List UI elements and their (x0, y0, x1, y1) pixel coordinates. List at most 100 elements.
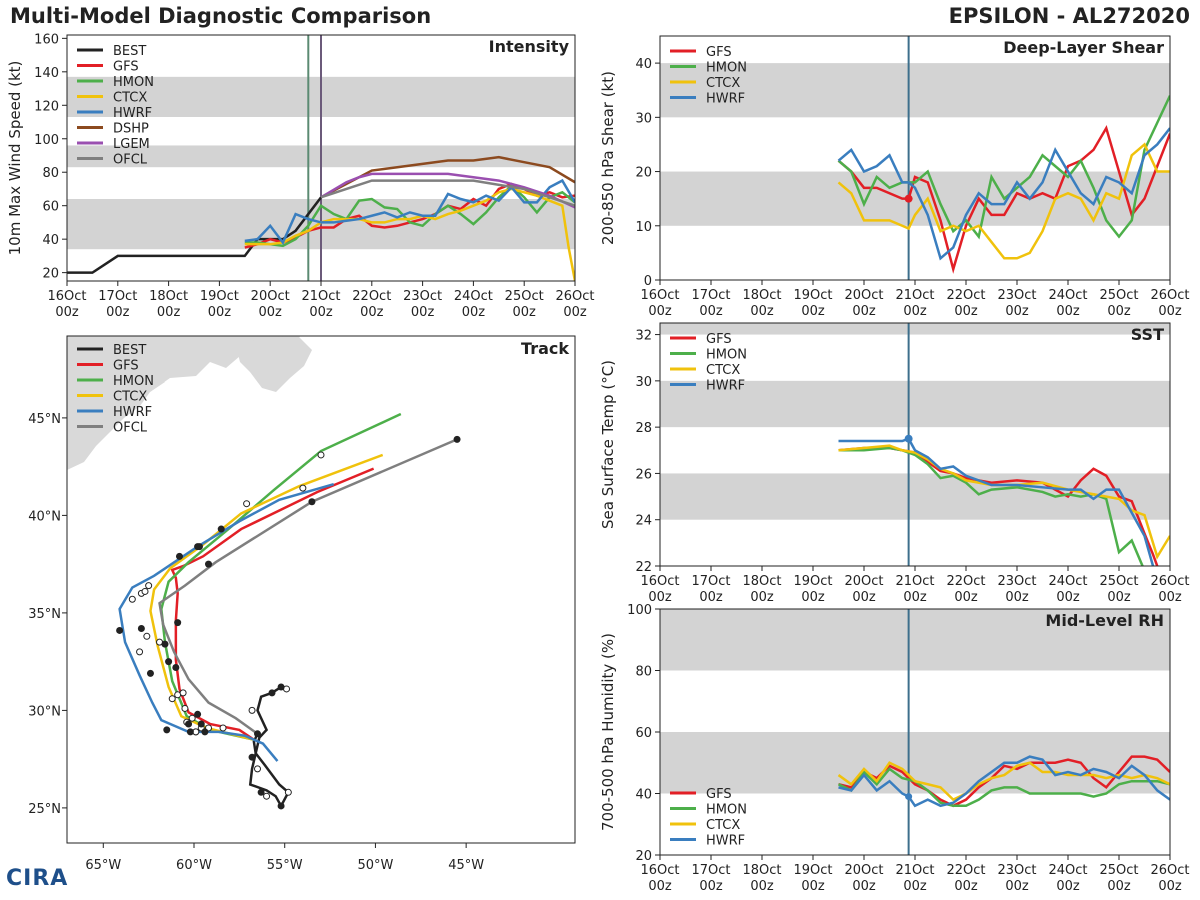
intensity-panel: 2040608010012014016016Oct00z17Oct00z18Oc… (6, 32, 595, 320)
intensity-xtick-label: 22Oct (352, 289, 391, 304)
shear-xtick-sublabel: 00z (954, 304, 978, 319)
track-ytick-label: 40°N (28, 509, 61, 524)
intensity-legend-label-gfs: GFS (113, 60, 139, 75)
rh-legend-label-hmon: HMON (706, 803, 747, 818)
track-frame (66, 335, 576, 844)
track-xtick-label: 55°W (267, 858, 303, 873)
sst-xtick-label: 25Oct (1099, 574, 1138, 589)
track-filled-marker (175, 552, 183, 560)
track-filled-marker (453, 435, 461, 443)
track-filled-marker (172, 664, 180, 671)
track-series-hwrf (118, 482, 335, 762)
intensity-ytick-label: 80 (42, 166, 59, 181)
rh-series-hmon (837, 767, 1170, 808)
land-mainland (67, 336, 300, 470)
shear-xtick-sublabel: 00z (1158, 304, 1182, 319)
shear-legend-label-hwrf: HWRF (706, 92, 745, 107)
track-open-marker (145, 582, 153, 590)
intensity-xtick-sublabel: 00z (513, 305, 537, 320)
track-legend-label-gfs: GFS (113, 359, 139, 374)
track-panel: 65°W 60°W 55°W 50°W 45°W 25°N 30°N 35°N 40°N 45°N… (28, 335, 576, 873)
track-ytick-label: 35°N (28, 607, 61, 622)
intensity-xtick-sublabel: 00z (563, 305, 587, 320)
intensity-xtick-sublabel: 00z (259, 305, 283, 320)
rh-title: Mid-Level RH (1045, 611, 1164, 630)
shear-series-ctcx (837, 142, 1170, 260)
shear-series-gfs (837, 125, 1170, 274)
shear-xtick-label: 21Oct (895, 288, 934, 303)
intensity-legend-label-ofcl: OFCL (113, 153, 148, 168)
sst-ytick-label: 32 (635, 329, 652, 344)
intensity-xtick-label: 16Oct (47, 289, 86, 304)
track-series-gfs (170, 467, 375, 741)
rh-xtick-label: 17Oct (691, 863, 730, 878)
track-filled-marker (116, 626, 124, 634)
track-filled-marker (165, 658, 173, 666)
intensity-legend-label-dshp: DSHP (113, 122, 149, 137)
shear-xtick-label: 26Oct (1150, 288, 1189, 303)
shear-title: Deep-Layer Shear (1003, 38, 1164, 57)
shear-legend-label-ctcx: CTCX (706, 76, 740, 91)
intensity-xtick-sublabel: 00z (55, 305, 79, 320)
intensity-ylabel: 10m Max Wind Speed (kt) (6, 61, 24, 256)
shear-xtick-sublabel: 00z (1005, 304, 1029, 319)
track-filled-marker (161, 640, 169, 648)
sst-xtick-sublabel: 00z (1158, 590, 1182, 605)
track-filled-marker (137, 625, 145, 632)
shear-xtick-sublabel: 00z (1107, 304, 1131, 319)
sst-xtick-sublabel: 00z (750, 590, 774, 605)
shear-xtick-sublabel: 00z (801, 304, 825, 319)
track-open-marker (254, 765, 261, 773)
intensity-xtick-sublabel: 00z (462, 305, 486, 320)
intensity-xtick-label: 19Oct (200, 289, 239, 304)
intensity-xtick-label: 18Oct (149, 289, 188, 304)
sst-legend-label-hwrf: HWRF (706, 379, 745, 394)
intensity-series-best (67, 196, 322, 274)
intensity-legend-label-hwrf: HWRF (113, 106, 152, 121)
intensity-xtick-sublabel: 00z (106, 305, 130, 320)
track-legend-label-hwrf: HWRF (113, 405, 152, 420)
rh-xtick-sublabel: 00z (1107, 879, 1131, 894)
intensity-xtick-sublabel: 00z (157, 305, 181, 320)
shear-legend-label-gfs: GFS (706, 45, 732, 60)
track-filled-marker (277, 802, 285, 810)
shear-ytick-label: 10 (635, 220, 652, 235)
intensity-ytick-label: 100 (34, 133, 59, 148)
rh-ytick-label: 20 (635, 849, 652, 864)
shear-ytick-label: 30 (635, 111, 652, 126)
shear-ylabel: 200-850 hPa Shear (kt) (599, 71, 617, 245)
sst-ytick-label: 28 (635, 421, 652, 436)
sst-xtick-label: 20Oct (844, 574, 883, 589)
sst-xtick-sublabel: 00z (1005, 590, 1029, 605)
rh-panel: 2040608010016Oct00z17Oct00z18Oct00z19Oct… (599, 603, 1190, 894)
rh-ylabel: 700-500 hPa Humidity (%) (599, 633, 617, 831)
figure-title: Multi-Model Diagnostic Comparison (10, 4, 432, 28)
track-open-marker (141, 587, 149, 595)
rh-xtick-sublabel: 00z (903, 879, 927, 894)
track-ytick-label: 30°N (28, 704, 61, 719)
intensity-legend-label-ctcx: CTCX (113, 91, 147, 106)
rh-shade-band (660, 609, 1170, 671)
track-open-marker (299, 484, 307, 492)
rh-xtick-label: 24Oct (1048, 863, 1087, 878)
track-filled-marker (217, 525, 225, 533)
sst-xtick-sublabel: 00z (699, 590, 723, 605)
intensity-xtick-sublabel: 00z (411, 305, 435, 320)
shear-xtick-label: 18Oct (742, 288, 781, 303)
intensity-xtick-label: 25Oct (505, 289, 544, 304)
rh-xtick-label: 20Oct (844, 863, 883, 878)
sst-series-hwrf (838, 437, 1155, 566)
track-open-marker (136, 648, 144, 656)
track-filled-marker (248, 753, 256, 761)
track-filled-marker (201, 728, 209, 736)
sst-xtick-label: 21Oct (895, 574, 934, 589)
shear-xtick-sublabel: 00z (750, 304, 774, 319)
rh-series-hwrf (838, 755, 1170, 808)
rh-xtick-sublabel: 00z (1005, 879, 1029, 894)
rh-current-marker (905, 793, 913, 801)
track-ytick-label: 45°N (28, 412, 61, 427)
rh-ytick-label: 60 (635, 726, 652, 741)
shear-xtick-sublabel: 00z (852, 304, 876, 319)
rh-ytick-label: 100 (627, 603, 652, 618)
sst-current-marker (904, 434, 913, 443)
